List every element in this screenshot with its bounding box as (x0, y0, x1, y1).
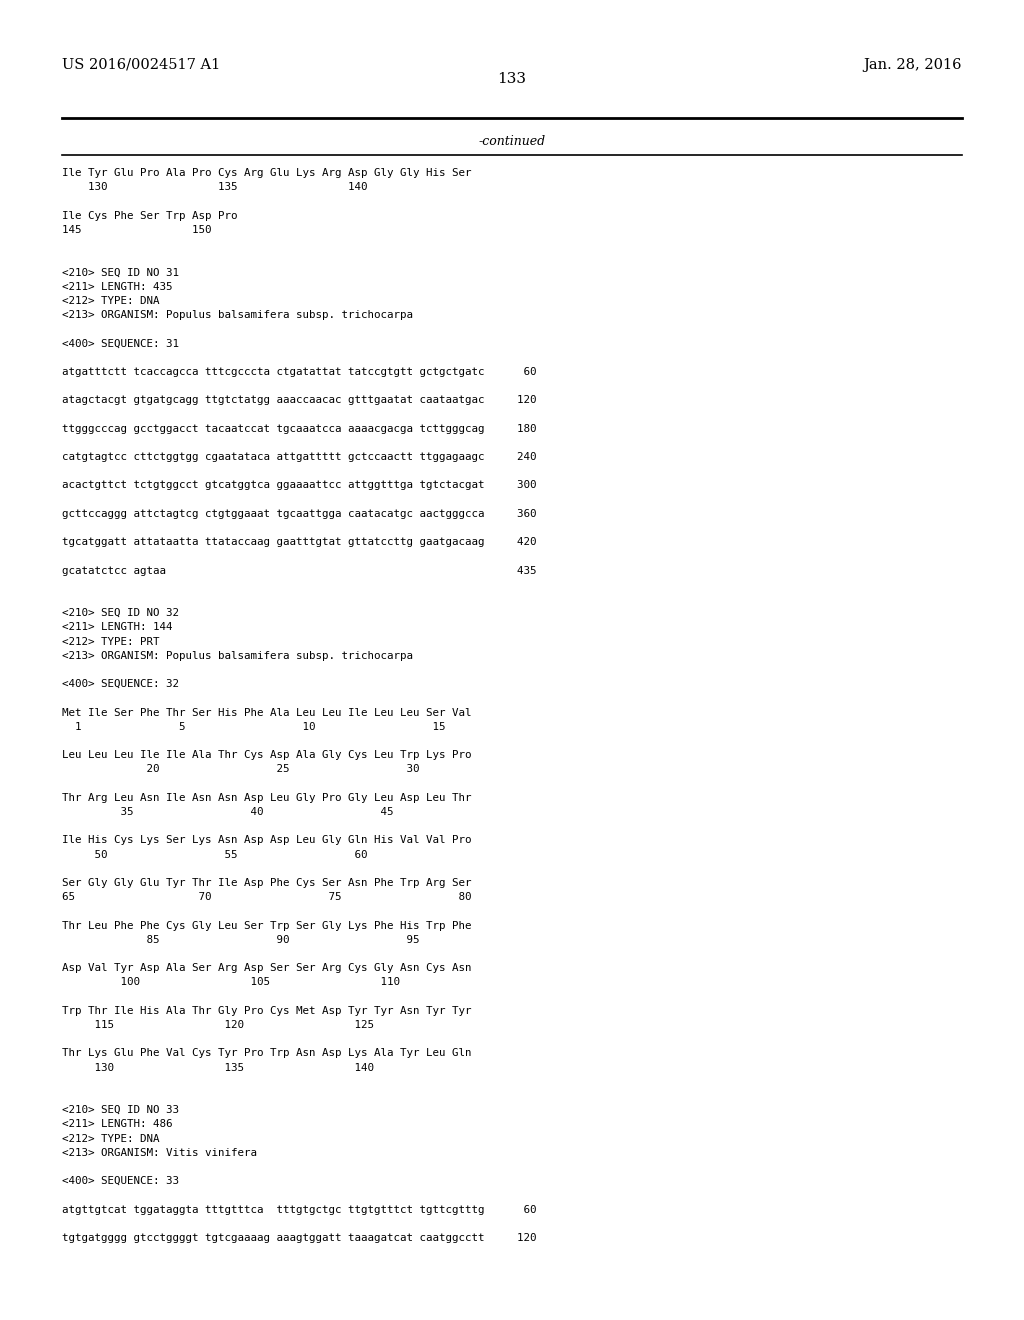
Text: <210> SEQ ID NO 32: <210> SEQ ID NO 32 (62, 609, 179, 618)
Text: tgcatggatt attataatta ttataccaag gaatttgtat gttatccttg gaatgacaag     420: tgcatggatt attataatta ttataccaag gaatttg… (62, 537, 537, 548)
Text: <212> TYPE: DNA: <212> TYPE: DNA (62, 1134, 160, 1143)
Text: Thr Lys Glu Phe Val Cys Tyr Pro Trp Asn Asp Lys Ala Tyr Leu Gln: Thr Lys Glu Phe Val Cys Tyr Pro Trp Asn … (62, 1048, 471, 1059)
Text: Leu Leu Leu Ile Ile Ala Thr Cys Asp Ala Gly Cys Leu Trp Lys Pro: Leu Leu Leu Ile Ile Ala Thr Cys Asp Ala … (62, 750, 471, 760)
Text: <213> ORGANISM: Populus balsamifera subsp. trichocarpa: <213> ORGANISM: Populus balsamifera subs… (62, 310, 413, 319)
Text: <211> LENGTH: 486: <211> LENGTH: 486 (62, 1119, 172, 1130)
Text: ttgggcccag gcctggacct tacaatccat tgcaaatcca aaaacgacga tcttgggcag     180: ttgggcccag gcctggacct tacaatccat tgcaaat… (62, 424, 537, 433)
Text: Trp Thr Ile His Ala Thr Gly Pro Cys Met Asp Tyr Tyr Asn Tyr Tyr: Trp Thr Ile His Ala Thr Gly Pro Cys Met … (62, 1006, 471, 1016)
Text: Jan. 28, 2016: Jan. 28, 2016 (863, 58, 962, 73)
Text: <210> SEQ ID NO 31: <210> SEQ ID NO 31 (62, 268, 179, 277)
Text: 65                   70                  75                  80: 65 70 75 80 (62, 892, 471, 902)
Text: Thr Arg Leu Asn Ile Asn Asn Asp Leu Gly Pro Gly Leu Asp Leu Thr: Thr Arg Leu Asn Ile Asn Asn Asp Leu Gly … (62, 793, 471, 803)
Text: 1               5                  10                  15: 1 5 10 15 (62, 722, 445, 731)
Text: US 2016/0024517 A1: US 2016/0024517 A1 (62, 58, 220, 73)
Text: catgtagtcc cttctggtgg cgaatataca attgattttt gctccaactt ttggagaagc     240: catgtagtcc cttctggtgg cgaatataca attgatt… (62, 451, 537, 462)
Text: Ile Cys Phe Ser Trp Asp Pro: Ile Cys Phe Ser Trp Asp Pro (62, 211, 238, 220)
Text: <211> LENGTH: 435: <211> LENGTH: 435 (62, 281, 172, 292)
Text: Met Ile Ser Phe Thr Ser His Phe Ala Leu Leu Ile Leu Leu Ser Val: Met Ile Ser Phe Thr Ser His Phe Ala Leu … (62, 708, 471, 718)
Text: -continued: -continued (478, 135, 546, 148)
Text: <212> TYPE: DNA: <212> TYPE: DNA (62, 296, 160, 306)
Text: <400> SEQUENCE: 33: <400> SEQUENCE: 33 (62, 1176, 179, 1187)
Text: 35                  40                  45: 35 40 45 (62, 807, 393, 817)
Text: gcttccaggg attctagtcg ctgtggaaat tgcaattgga caatacatgc aactgggcca     360: gcttccaggg attctagtcg ctgtggaaat tgcaatt… (62, 508, 537, 519)
Text: <213> ORGANISM: Vitis vinifera: <213> ORGANISM: Vitis vinifera (62, 1148, 257, 1158)
Text: atgatttctt tcaccagcca tttcgcccta ctgatattat tatccgtgtt gctgctgatc      60: atgatttctt tcaccagcca tttcgcccta ctgatat… (62, 367, 537, 376)
Text: 130                 135                 140: 130 135 140 (62, 182, 368, 193)
Text: 100                 105                 110: 100 105 110 (62, 977, 400, 987)
Text: 133: 133 (498, 73, 526, 86)
Text: 85                  90                  95: 85 90 95 (62, 935, 420, 945)
Text: 145                 150: 145 150 (62, 224, 212, 235)
Text: atgttgtcat tggataggta tttgtttca  tttgtgctgc ttgtgtttct tgttcgtttg      60: atgttgtcat tggataggta tttgtttca tttgtgct… (62, 1205, 537, 1214)
Text: Ile His Cys Lys Ser Lys Asn Asp Asp Leu Gly Gln His Val Val Pro: Ile His Cys Lys Ser Lys Asn Asp Asp Leu … (62, 836, 471, 845)
Text: Ile Tyr Glu Pro Ala Pro Cys Arg Glu Lys Arg Asp Gly Gly His Ser: Ile Tyr Glu Pro Ala Pro Cys Arg Glu Lys … (62, 168, 471, 178)
Text: 50                  55                  60: 50 55 60 (62, 850, 368, 859)
Text: <212> TYPE: PRT: <212> TYPE: PRT (62, 636, 160, 647)
Text: tgtgatgggg gtcctggggt tgtcgaaaag aaagtggatt taaagatcat caatggcctt     120: tgtgatgggg gtcctggggt tgtcgaaaag aaagtgg… (62, 1233, 537, 1243)
Text: 130                 135                 140: 130 135 140 (62, 1063, 374, 1073)
Text: acactgttct tctgtggcct gtcatggtca ggaaaattcc attggtttga tgtctacgat     300: acactgttct tctgtggcct gtcatggtca ggaaaat… (62, 480, 537, 491)
Text: 115                 120                 125: 115 120 125 (62, 1020, 374, 1030)
Text: 20                  25                  30: 20 25 30 (62, 764, 420, 775)
Text: <213> ORGANISM: Populus balsamifera subsp. trichocarpa: <213> ORGANISM: Populus balsamifera subs… (62, 651, 413, 661)
Text: Ser Gly Gly Glu Tyr Thr Ile Asp Phe Cys Ser Asn Phe Trp Arg Ser: Ser Gly Gly Glu Tyr Thr Ile Asp Phe Cys … (62, 878, 471, 888)
Text: Asp Val Tyr Asp Ala Ser Arg Asp Ser Ser Arg Cys Gly Asn Cys Asn: Asp Val Tyr Asp Ala Ser Arg Asp Ser Ser … (62, 964, 471, 973)
Text: <211> LENGTH: 144: <211> LENGTH: 144 (62, 623, 172, 632)
Text: <210> SEQ ID NO 33: <210> SEQ ID NO 33 (62, 1105, 179, 1115)
Text: Thr Leu Phe Phe Cys Gly Leu Ser Trp Ser Gly Lys Phe His Trp Phe: Thr Leu Phe Phe Cys Gly Leu Ser Trp Ser … (62, 920, 471, 931)
Text: gcatatctcc agtaa                                                      435: gcatatctcc agtaa 435 (62, 565, 537, 576)
Text: <400> SEQUENCE: 31: <400> SEQUENCE: 31 (62, 338, 179, 348)
Text: <400> SEQUENCE: 32: <400> SEQUENCE: 32 (62, 680, 179, 689)
Text: atagctacgt gtgatgcagg ttgtctatgg aaaccaacac gtttgaatat caataatgac     120: atagctacgt gtgatgcagg ttgtctatgg aaaccaa… (62, 395, 537, 405)
